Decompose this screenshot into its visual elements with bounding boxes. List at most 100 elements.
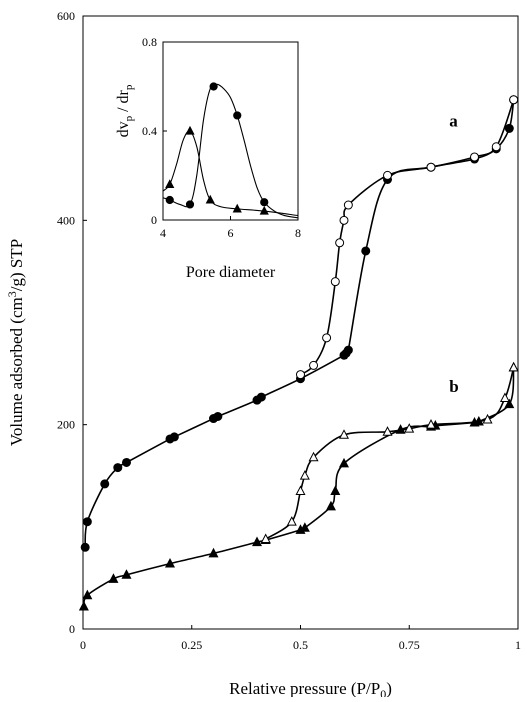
series-b-point xyxy=(121,569,132,579)
main-x-tick-label: 0.75 xyxy=(399,638,420,652)
x-axis-title-text: Relative pressure (P/P xyxy=(229,679,380,697)
series-b-point xyxy=(108,573,119,583)
series-b-point xyxy=(330,485,341,495)
inset-x-axis-title: Pore diameter xyxy=(186,264,276,281)
series-a-open-circle-line xyxy=(300,99,515,376)
inset-y-tick-label: 0.8 xyxy=(142,35,157,49)
main-x-tick-label: 0.5 xyxy=(293,638,308,652)
series-b-point xyxy=(395,424,406,434)
series-b-point xyxy=(382,426,393,436)
inset-series-b-point xyxy=(185,125,195,135)
series-a-point xyxy=(113,463,123,473)
series-a-point xyxy=(491,142,501,152)
series-b-point xyxy=(508,361,519,372)
series-a-point xyxy=(361,246,371,256)
series-b-point xyxy=(164,557,176,568)
series-a-point xyxy=(335,238,345,248)
series-b-point xyxy=(308,451,319,462)
series-label-b: b xyxy=(449,377,458,396)
inset-y-title-sub2: p xyxy=(123,84,135,90)
inset-series-b-point xyxy=(165,179,175,188)
series-a-point xyxy=(100,479,110,489)
series-a-point xyxy=(343,200,353,210)
series-b-point xyxy=(425,419,437,429)
main-y-tick-label: 600 xyxy=(57,9,75,23)
series-a-point xyxy=(504,123,514,133)
series-b-point xyxy=(260,533,271,544)
series-a-point xyxy=(343,345,353,355)
inset-y-tick-label: 0.4 xyxy=(142,124,157,138)
series-a-point xyxy=(296,370,305,380)
inset-plot-frame xyxy=(162,41,299,221)
series-b-point xyxy=(504,398,515,409)
main-axes: 0 0.25 0.5 0.75 1 0 200 400 600 xyxy=(57,9,521,652)
main-y-tick-label: 200 xyxy=(57,418,75,432)
series-b-point xyxy=(325,500,336,511)
series-b-point xyxy=(286,516,297,526)
inset-series-a-point xyxy=(165,195,174,205)
inset-series-b-point xyxy=(259,205,269,215)
inset-series-a-point xyxy=(233,111,242,120)
main-x-tick-label: 1 xyxy=(515,638,521,652)
x-axis-title-end: ) xyxy=(386,679,392,697)
series-b-point xyxy=(473,415,484,426)
series-b-filled-triangle-line xyxy=(83,367,515,607)
series-a-point xyxy=(213,411,223,421)
series-b-point xyxy=(82,589,93,600)
series-a-point xyxy=(169,432,179,442)
series-a-point xyxy=(426,162,436,172)
y-axis-title-end: /g) STP xyxy=(7,239,26,291)
inset-y-title-sub1: p xyxy=(123,115,135,121)
series-a-point xyxy=(309,360,319,370)
series-a-point xyxy=(122,457,131,467)
main-x-tick-label: 0.25 xyxy=(181,638,202,652)
series-b-point xyxy=(251,536,263,547)
main-y-tick-label: 0 xyxy=(69,622,75,636)
x-axis-title: Relative pressure (P/P0) xyxy=(229,679,392,697)
series-b-point xyxy=(499,392,510,403)
series-a-point xyxy=(256,392,266,402)
inset-series-group xyxy=(162,82,299,219)
series-b-point xyxy=(482,413,493,424)
series-b-point xyxy=(338,457,350,468)
inset-series-b-point xyxy=(205,194,215,204)
inset-x-tick-label: 8 xyxy=(295,226,301,240)
series-a-point xyxy=(330,277,340,287)
main-series-labels: ab xyxy=(449,111,458,396)
series-a-filled-circle-line xyxy=(84,99,515,548)
inset-y-title-dv: dv xyxy=(115,121,132,137)
inset-y-tick-label: 0 xyxy=(151,213,157,227)
inset-series-a-point xyxy=(260,198,269,207)
series-b-point xyxy=(78,600,89,611)
main-series-group xyxy=(78,95,519,611)
inset-y-title-mid: / dr xyxy=(115,89,132,115)
inset-series-a-point xyxy=(185,200,195,209)
inset-series-b-point xyxy=(232,203,242,213)
series-b-point xyxy=(299,522,310,532)
series-b-point xyxy=(338,429,350,439)
series-a-point xyxy=(509,95,519,105)
series-b-point xyxy=(299,470,310,480)
series-a-point xyxy=(82,517,92,527)
y-axis-title: Volume adsorbed (cm3/g) STP xyxy=(5,239,26,446)
series-b-point xyxy=(208,547,219,558)
series-b-open-triangle-line xyxy=(265,367,515,540)
x-axis-title-subscript: 0 xyxy=(380,687,386,697)
main-x-tick-label: 0 xyxy=(80,638,86,652)
inset-y-axis-title: dvp / drp xyxy=(115,84,135,137)
inset-x-tick-label: 4 xyxy=(160,226,166,240)
y-axis-title-superscript: 3 xyxy=(5,291,19,297)
main-plot-frame xyxy=(82,15,519,630)
series-b-point xyxy=(295,485,306,495)
series-a-point xyxy=(322,333,332,343)
y-axis-title-text: Volume adsorbed (cm xyxy=(7,297,26,446)
series-a-point xyxy=(339,215,349,225)
series-b-point xyxy=(404,423,415,433)
inset-axes: 4 6 8 0 0.4 0.8 xyxy=(142,35,301,240)
inset-series-a-point xyxy=(209,82,218,91)
series-a-point xyxy=(470,152,479,162)
main-y-tick-label: 400 xyxy=(57,213,75,227)
